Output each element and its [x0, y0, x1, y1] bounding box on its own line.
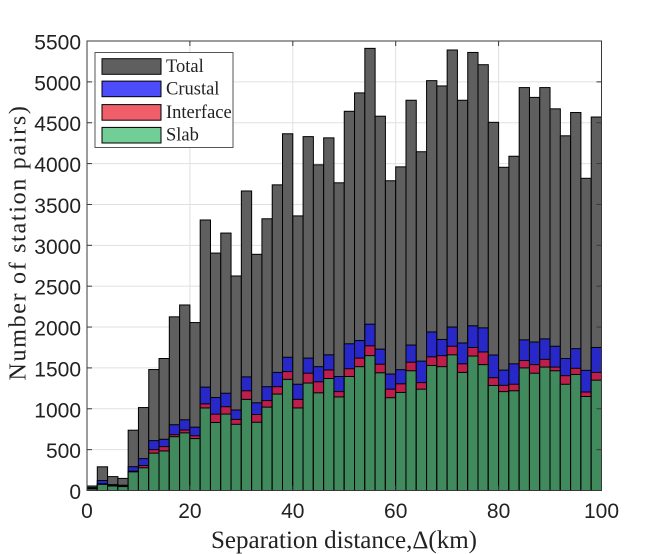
svg-text:Total: Total — [166, 57, 204, 77]
svg-text:4000: 4000 — [34, 154, 81, 177]
svg-text:3000: 3000 — [34, 236, 81, 259]
svg-text:20: 20 — [178, 500, 201, 523]
svg-text:2500: 2500 — [34, 277, 81, 300]
svg-text:1000: 1000 — [34, 399, 81, 422]
svg-text:Slab: Slab — [166, 126, 199, 146]
svg-text:500: 500 — [46, 440, 81, 463]
svg-text:5500: 5500 — [34, 32, 81, 55]
svg-text:60: 60 — [384, 500, 407, 523]
svg-text:0: 0 — [81, 500, 93, 523]
svg-text:0: 0 — [69, 481, 81, 504]
svg-text:2000: 2000 — [34, 318, 81, 341]
svg-text:Crustal: Crustal — [166, 79, 219, 99]
svg-text:100: 100 — [584, 500, 619, 523]
svg-text:5000: 5000 — [34, 72, 81, 95]
svg-text:Number of station pairs): Number of station pairs) — [6, 104, 32, 380]
svg-text:80: 80 — [487, 500, 510, 523]
svg-text:3500: 3500 — [34, 195, 81, 218]
svg-text:40: 40 — [281, 500, 304, 523]
svg-text:1500: 1500 — [34, 358, 81, 381]
svg-text:4500: 4500 — [34, 113, 81, 136]
svg-text:Interface: Interface — [166, 103, 232, 123]
svg-text:Separation distance,Δ(km): Separation distance,Δ(km) — [211, 527, 477, 554]
